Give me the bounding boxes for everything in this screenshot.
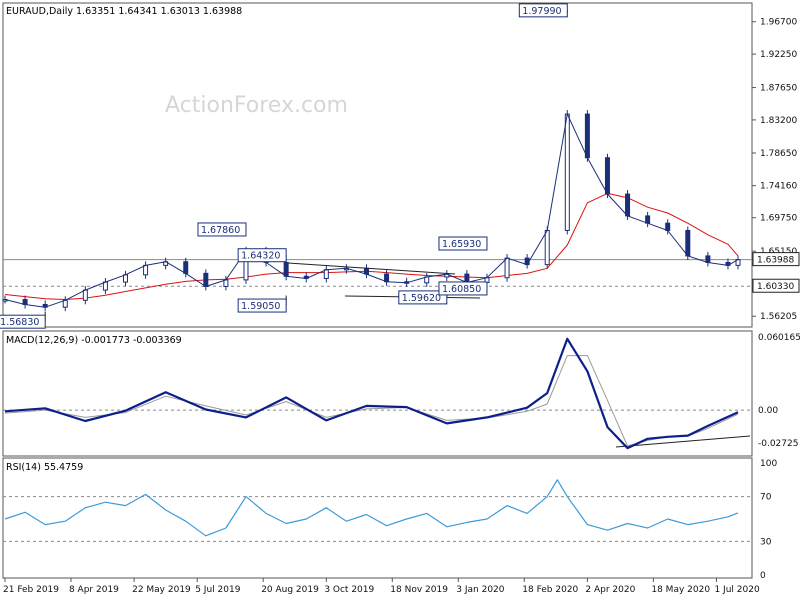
y-tick-label: 1.92250 xyxy=(760,50,797,60)
candle-body xyxy=(564,113,570,231)
rsi-header: RSI(14) 55.4759 xyxy=(6,462,83,473)
main-header: EURAUD,Daily 1.63351 1.64341 1.63013 1.6… xyxy=(6,6,242,17)
candle-body xyxy=(504,257,510,279)
watermark: ActionForex.com xyxy=(165,93,348,118)
annotation-label: 1.56830 xyxy=(0,317,39,328)
annotation-label: 1.97990 xyxy=(522,6,561,17)
candle-body xyxy=(143,264,149,276)
macd-y-tick-label: 0.00 xyxy=(758,406,778,416)
x-tick-label: 8 Apr 2019 xyxy=(69,585,119,595)
trendline-macd xyxy=(615,435,751,448)
macd-header: MACD(12,26,9) -0.001773 -0.003369 xyxy=(6,335,182,346)
price-tag-box xyxy=(752,252,800,267)
annotation-box xyxy=(438,236,488,251)
x-tick-label: 3 Jan 2020 xyxy=(456,585,504,595)
annotation-box xyxy=(398,290,448,305)
axes: 1.96700 1.92250 1.87650 1.83200 1.78650 1.741… xyxy=(3,18,800,595)
x-tick-label: 21 Feb 2019 xyxy=(3,585,59,595)
annotation-label: 1.60850 xyxy=(442,284,481,295)
candle-body xyxy=(82,289,88,301)
x-tick-label: 5 Jul 2019 xyxy=(195,585,240,595)
candles-layer xyxy=(2,110,741,312)
annotation-label: 1.65930 xyxy=(442,239,481,250)
candle-body xyxy=(584,113,590,159)
annotation-box xyxy=(438,281,488,296)
macd-y-tick-label: -0.02725 xyxy=(758,439,798,449)
rsi-line xyxy=(4,479,739,537)
x-tick-label: 3 Oct 2019 xyxy=(324,585,374,595)
macd-signal-line xyxy=(4,355,739,447)
y-tick-label: 1.83200 xyxy=(760,116,797,126)
candle-body xyxy=(705,255,711,263)
moving-average-line xyxy=(4,192,739,300)
candle-body xyxy=(464,273,470,283)
rsi-y-tick-label: 30 xyxy=(760,537,772,547)
y-tick-label: 1.78650 xyxy=(760,149,797,159)
guides xyxy=(3,259,752,542)
candle-body xyxy=(122,274,128,283)
y-tick-label: 1.96700 xyxy=(760,18,797,28)
annotation-box xyxy=(197,222,247,237)
x-tick-label: 18 Feb 2020 xyxy=(522,585,578,595)
candle-body xyxy=(645,215,651,224)
rsi-y-tick-label: 0 xyxy=(760,571,766,581)
moving-average-layer xyxy=(4,192,739,300)
candle-body xyxy=(283,261,289,277)
price-tag-label: 1.63988 xyxy=(757,256,794,266)
annotation-label: 1.67860 xyxy=(201,225,240,236)
trendline-upper xyxy=(287,262,456,275)
candle-body xyxy=(62,299,68,308)
candle-body xyxy=(544,229,550,266)
annotation-label: 1.59620 xyxy=(402,293,441,304)
x-tick-label: 20 Aug 2019 xyxy=(261,585,319,595)
pane-frames xyxy=(2,2,753,579)
annotation-box xyxy=(237,248,287,263)
candle-body xyxy=(323,269,329,279)
candle-body xyxy=(203,272,209,287)
rsi-y-tick-label: 100 xyxy=(760,459,777,469)
candle-body xyxy=(223,279,229,287)
close-price-line xyxy=(4,113,739,308)
candle-body xyxy=(625,193,631,217)
candle-body xyxy=(604,157,610,195)
candle-body xyxy=(384,273,390,283)
rsi-y-tick-label: 70 xyxy=(760,493,772,503)
x-tick-label: 22 May 2019 xyxy=(132,585,191,595)
y-tick-label: 1.74160 xyxy=(760,182,797,192)
rsi-pane-frame xyxy=(2,457,753,579)
macd-layer xyxy=(4,337,739,450)
candle-body xyxy=(102,281,108,291)
x-tick-label: 1 Jul 2020 xyxy=(714,585,759,595)
x-tick-label: 2 Apr 2020 xyxy=(585,585,635,595)
price-tag-label: 1.60330 xyxy=(757,282,794,292)
rsi-layer xyxy=(4,479,739,537)
annotation-box xyxy=(237,298,287,313)
y-tick-label: 1.56205 xyxy=(760,312,797,322)
price-annotations: 1.97990 1.67860 1.65930 1.64320 1.56830 1.590… xyxy=(0,3,568,329)
trendlines xyxy=(287,262,751,448)
annotation-label: 1.59050 xyxy=(241,301,280,312)
macd-pane-frame xyxy=(2,330,753,457)
candle-body xyxy=(665,222,671,231)
annotation-box xyxy=(0,314,46,329)
annotation-box xyxy=(518,3,568,18)
macd-line xyxy=(4,337,739,450)
x-tick-label: 18 May 2020 xyxy=(651,585,710,595)
candle-body xyxy=(183,261,189,274)
x-tick-label: 18 Nov 2019 xyxy=(390,585,448,595)
y-tick-label: 1.87650 xyxy=(760,84,797,94)
candle-body xyxy=(685,229,691,257)
annotation-label: 1.64320 xyxy=(241,251,280,262)
macd-y-tick-label: 0.060165 xyxy=(758,333,800,343)
y-tick-label: 1.69750 xyxy=(760,214,797,224)
price-tag-box xyxy=(752,278,800,293)
main-pane-frame xyxy=(2,2,753,328)
